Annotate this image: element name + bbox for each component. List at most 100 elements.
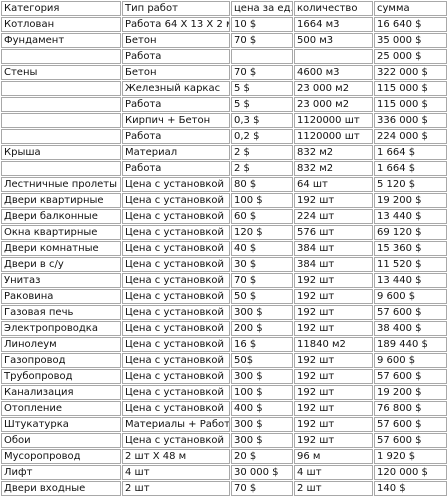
table-cell: Железный каркас	[122, 81, 230, 96]
table-cell: 13 440 $	[374, 209, 447, 224]
table-cell: 11840 м2	[294, 337, 373, 352]
table-cell: 19 200 $	[374, 193, 447, 208]
table-cell: Раковина	[1, 289, 121, 304]
table-cell: 69 120 $	[374, 225, 447, 240]
table-row: Линолеум Цена с установкой 16 $11840 м2 189…	[1, 337, 447, 352]
table-cell: Лифт	[1, 465, 121, 480]
table-row: Штукатурка Материалы + Работа 300 $192 шт 5…	[1, 417, 447, 432]
table-cell: 2 шт	[294, 481, 373, 496]
table-row: Фундамент Бетон 70 $500 м3 35 000 $	[1, 33, 447, 48]
table-row: Трубопровод Цена с установкой 300 $192 шт 5…	[1, 369, 447, 384]
table-cell: 64 шт	[294, 177, 373, 192]
table-cell: Отопление	[1, 401, 121, 416]
table-cell: 11 520 $	[374, 257, 447, 272]
table-cell: 300 $	[231, 305, 293, 320]
table-cell: 832 м2	[294, 145, 373, 160]
table-cell: 100 $	[231, 193, 293, 208]
table-cell: Унитаз	[1, 273, 121, 288]
table-cell: 9 600 $	[374, 289, 447, 304]
table-cell: 115 000 $	[374, 81, 447, 96]
table-cell: 300 $	[231, 433, 293, 448]
table-cell: 50 $	[231, 289, 293, 304]
table-cell: 192 шт	[294, 305, 373, 320]
table-cell: 19 200 $	[374, 385, 447, 400]
table-cell: 9 600 $	[374, 353, 447, 368]
table-row: Железный каркас 5 $23 000 м2 115 000 $	[1, 81, 447, 96]
table-cell: 400 $	[231, 401, 293, 416]
table-cell: 70 $	[231, 481, 293, 496]
table-cell: 96 м	[294, 449, 373, 464]
table-cell: Газопровод	[1, 353, 121, 368]
table-cell: Работа	[122, 97, 230, 112]
table-row: Канализация Цена с установкой 100 $192 шт 1…	[1, 385, 447, 400]
header-cell: Тип работ	[122, 1, 230, 16]
table-cell: Работа	[122, 129, 230, 144]
table-cell: 192 шт	[294, 401, 373, 416]
table-cell: Штукатурка	[1, 417, 121, 432]
table-cell: 2 $	[231, 145, 293, 160]
table-cell: 192 шт	[294, 321, 373, 336]
table-cell: 70 $	[231, 65, 293, 80]
table-cell: 1664 м3	[294, 17, 373, 32]
table-row: Двери в с/у Цена с установкой 30 $384 шт 11…	[1, 257, 447, 272]
table-cell: 35 000 $	[374, 33, 447, 48]
table-row: Стены Бетон 70 $4600 м3 322 000 $	[1, 65, 447, 80]
table-cell: Цена с установкой	[122, 321, 230, 336]
table-cell: 2 $	[231, 161, 293, 176]
table-cell: 40 $	[231, 241, 293, 256]
table-cell: 200 $	[231, 321, 293, 336]
table-cell: 192 шт	[294, 193, 373, 208]
table-cell: 5 $	[231, 81, 293, 96]
table-row: Двери комнатные Цена с установкой 40 $384 …	[1, 241, 447, 256]
table-row: Газопровод Цена с установкой 50$ 192 шт 9 60…	[1, 353, 447, 368]
table-cell: 57 600 $	[374, 433, 447, 448]
table-cell: Материал	[122, 145, 230, 160]
table-row: Работа 2 $832 м2 1 664 $	[1, 161, 447, 176]
table-cell: 25 000 $	[374, 49, 447, 64]
table-cell: 140 $	[374, 481, 447, 496]
table-cell: Работа	[122, 49, 230, 64]
table-cell: 1 920 $	[374, 449, 447, 464]
table-cell: 120 $	[231, 225, 293, 240]
table-cell: 23 000 м2	[294, 97, 373, 112]
table-cell: 192 шт	[294, 289, 373, 304]
table-cell: 5 120 $	[374, 177, 447, 192]
table-cell: 192 шт	[294, 273, 373, 288]
table-row: Работа 5 $23 000 м2 115 000 $	[1, 97, 447, 112]
table-cell: 115 000 $	[374, 97, 447, 112]
table-cell: 0,3 $	[231, 113, 293, 128]
table-cell: 189 440 $	[374, 337, 447, 352]
table-row: Газовая печь Цена с установкой 300 $192 шт…	[1, 305, 447, 320]
table-row: Окна квартирные Цена с установкой 120 $576…	[1, 225, 447, 240]
table-row: Крыша Материал 2 $832 м2 1 664 $	[1, 145, 447, 160]
table-row: Работа 25 000 $	[1, 49, 447, 64]
table-row: Двери балконные Цена с установкой 60 $224 …	[1, 209, 447, 224]
table-cell: Цена с установкой	[122, 433, 230, 448]
table-cell: 23 000 м2	[294, 81, 373, 96]
table-cell: Окна квартирные	[1, 225, 121, 240]
table-cell: 50$	[231, 353, 293, 368]
table-row: Лифт 4 шт 30 000 $4 шт 120 000 $	[1, 465, 447, 480]
table-cell: 832 м2	[294, 161, 373, 176]
table-cell: 322 000 $	[374, 65, 447, 80]
table-cell: 224 шт	[294, 209, 373, 224]
table-cell: 5 $	[231, 97, 293, 112]
header-cell: сумма	[374, 1, 447, 16]
table-cell: 0,2 $	[231, 129, 293, 144]
table-cell: 15 360 $	[374, 241, 447, 256]
table-cell: Котлован	[1, 17, 121, 32]
table-cell: 20 $	[231, 449, 293, 464]
table-cell: Крыша	[1, 145, 121, 160]
table-cell	[1, 129, 121, 144]
table-cell: Цена с установкой	[122, 289, 230, 304]
table-cell: 224 000 $	[374, 129, 447, 144]
table-cell: Цена с установкой	[122, 241, 230, 256]
table-cell: 4600 м3	[294, 65, 373, 80]
table-cell: Кирпич + Бетон	[122, 113, 230, 128]
table-cell: 120 000 $	[374, 465, 447, 480]
table-cell	[1, 81, 121, 96]
table-row: Унитаз Цена с установкой 70 $192 шт 13 440 …	[1, 273, 447, 288]
table-row: Котлован Работа 64 Х 13 Х 2 м 10 $1664 м3 1…	[1, 17, 447, 32]
table-cell: 300 $	[231, 369, 293, 384]
